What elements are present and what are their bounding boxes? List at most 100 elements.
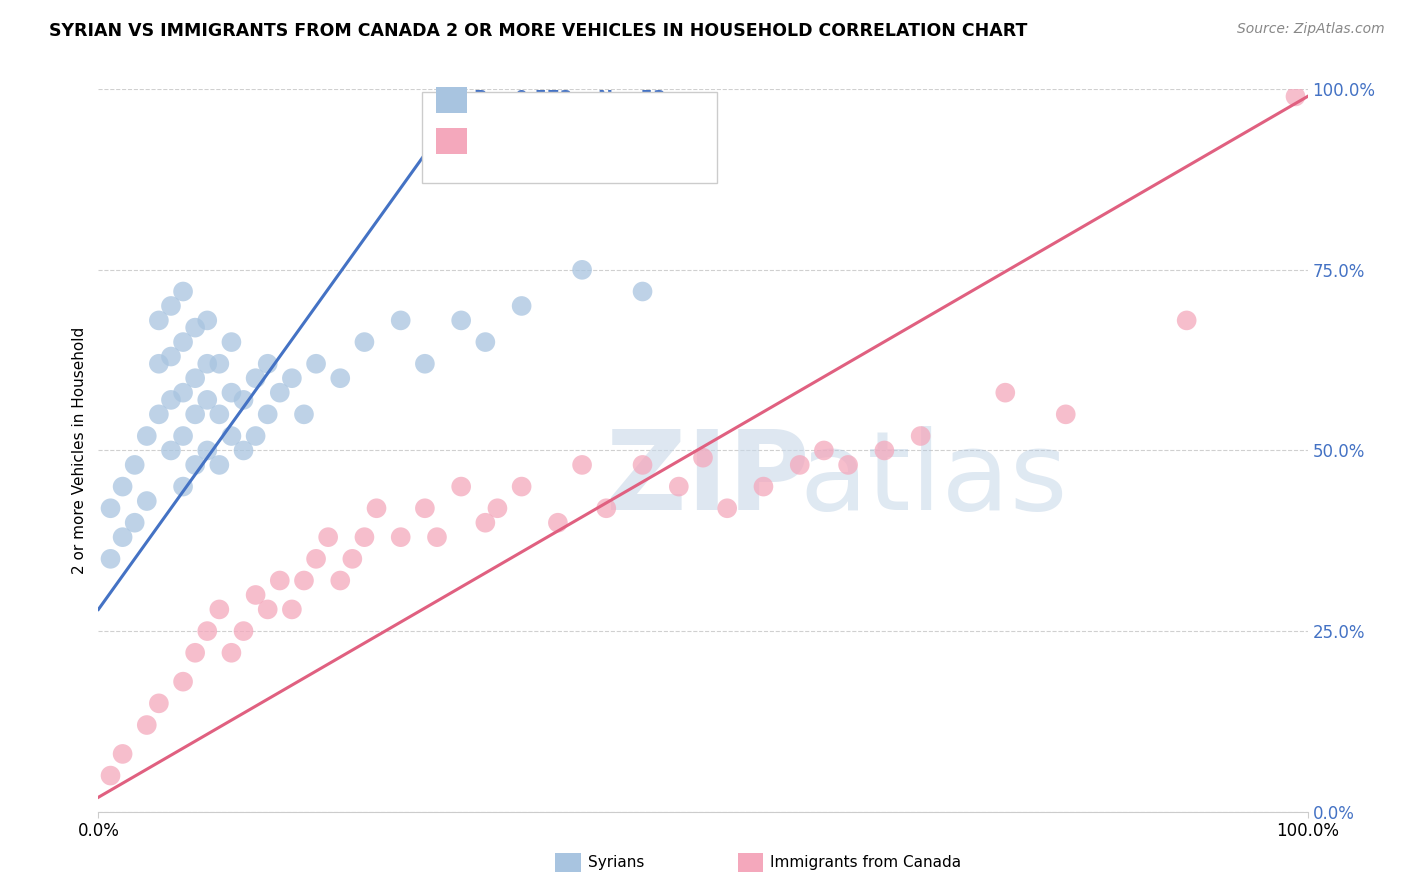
Point xyxy=(195,443,218,458)
Point xyxy=(389,530,412,544)
Point xyxy=(910,429,932,443)
Text: R = 0.436: R = 0.436 xyxy=(474,132,572,150)
Point xyxy=(135,494,157,508)
Point xyxy=(413,357,436,371)
Point xyxy=(450,313,472,327)
Point xyxy=(353,530,375,544)
Point xyxy=(547,516,569,530)
Point xyxy=(353,334,375,349)
Point xyxy=(245,371,267,385)
Point xyxy=(256,407,278,421)
Point xyxy=(208,407,231,421)
Point xyxy=(474,334,496,349)
Point xyxy=(100,769,122,783)
Point xyxy=(221,385,243,400)
Point xyxy=(668,480,690,494)
Point xyxy=(595,501,617,516)
Point xyxy=(111,480,134,494)
Point xyxy=(124,458,146,472)
Text: Syrians: Syrians xyxy=(588,855,644,870)
Point xyxy=(316,530,339,544)
Point xyxy=(837,458,859,472)
Point xyxy=(148,407,170,421)
Point xyxy=(281,602,304,616)
Point xyxy=(160,299,183,313)
Text: N = 53: N = 53 xyxy=(598,89,665,107)
Point xyxy=(305,551,328,566)
Point xyxy=(994,385,1017,400)
Point xyxy=(100,551,122,566)
Point xyxy=(269,385,291,400)
Point xyxy=(172,429,194,443)
Text: Source: ZipAtlas.com: Source: ZipAtlas.com xyxy=(1237,22,1385,37)
Point xyxy=(329,574,352,588)
Point xyxy=(184,458,207,472)
Point xyxy=(135,718,157,732)
Point xyxy=(692,450,714,465)
Point xyxy=(232,443,254,458)
Point xyxy=(208,458,231,472)
Point xyxy=(752,480,775,494)
Point xyxy=(486,501,509,516)
Point xyxy=(413,501,436,516)
Point xyxy=(195,313,218,327)
Point xyxy=(510,480,533,494)
Point xyxy=(184,320,207,334)
Point xyxy=(184,407,207,421)
Point xyxy=(426,530,449,544)
Point xyxy=(232,624,254,639)
Point xyxy=(195,357,218,371)
Point xyxy=(208,357,231,371)
Point xyxy=(160,392,183,407)
Point xyxy=(195,624,218,639)
Point xyxy=(716,501,738,516)
Point xyxy=(1054,407,1077,421)
Point xyxy=(813,443,835,458)
Point xyxy=(172,674,194,689)
Point xyxy=(450,480,472,494)
Point xyxy=(510,299,533,313)
Point xyxy=(148,696,170,710)
Point xyxy=(873,443,896,458)
Point xyxy=(281,371,304,385)
Point xyxy=(184,371,207,385)
Point xyxy=(208,602,231,616)
Point xyxy=(292,574,315,588)
Point xyxy=(474,516,496,530)
Point xyxy=(160,350,183,364)
Text: SYRIAN VS IMMIGRANTS FROM CANADA 2 OR MORE VEHICLES IN HOUSEHOLD CORRELATION CHA: SYRIAN VS IMMIGRANTS FROM CANADA 2 OR MO… xyxy=(49,22,1028,40)
Point xyxy=(172,385,194,400)
Point xyxy=(172,480,194,494)
Point xyxy=(292,407,315,421)
Point xyxy=(1284,89,1306,103)
Point xyxy=(571,262,593,277)
Point xyxy=(111,530,134,544)
Text: R = 0.573: R = 0.573 xyxy=(474,89,572,107)
Point xyxy=(221,646,243,660)
Point xyxy=(631,285,654,299)
Point xyxy=(631,458,654,472)
Point xyxy=(329,371,352,385)
Point xyxy=(342,551,364,566)
Point xyxy=(160,443,183,458)
Point xyxy=(366,501,388,516)
Point xyxy=(221,429,243,443)
Text: atlas: atlas xyxy=(800,425,1069,533)
Point xyxy=(232,392,254,407)
Point xyxy=(111,747,134,761)
Text: Immigrants from Canada: Immigrants from Canada xyxy=(770,855,962,870)
Point xyxy=(148,313,170,327)
Text: N = 45: N = 45 xyxy=(598,132,665,150)
Point xyxy=(256,357,278,371)
Point xyxy=(148,357,170,371)
Point xyxy=(221,334,243,349)
Point xyxy=(135,429,157,443)
Point xyxy=(100,501,122,516)
Point xyxy=(269,574,291,588)
Point xyxy=(245,588,267,602)
Point xyxy=(184,646,207,660)
Y-axis label: 2 or more Vehicles in Household: 2 or more Vehicles in Household xyxy=(72,326,87,574)
Text: ZIP: ZIP xyxy=(606,425,810,533)
Point xyxy=(389,313,412,327)
Point xyxy=(1175,313,1198,327)
